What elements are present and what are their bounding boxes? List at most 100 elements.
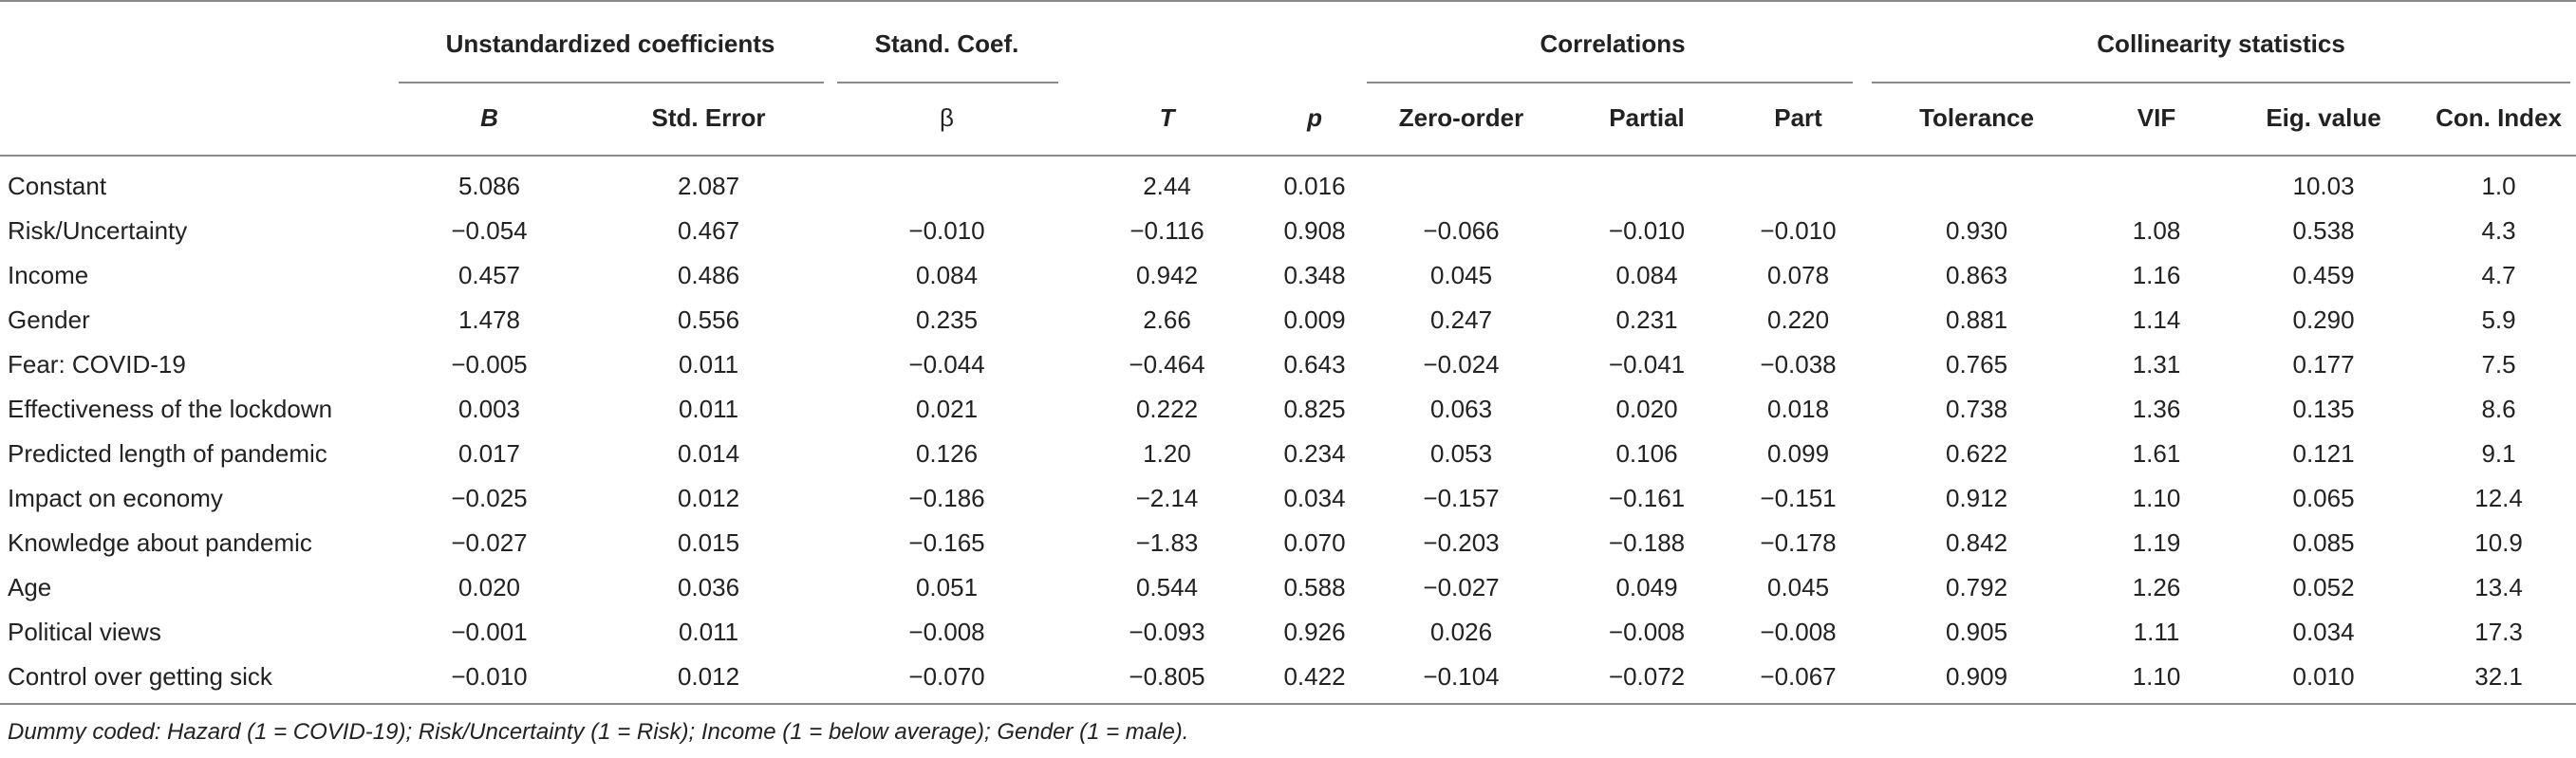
- cell-part: −0.038: [1760, 350, 1837, 379]
- cell-tolerance: 0.912: [1945, 484, 2008, 512]
- cell-std-error: 0.486: [677, 261, 740, 289]
- cell-p: 0.422: [1283, 662, 1346, 691]
- cell-part: 0.220: [1766, 305, 1830, 334]
- cell-eig-value: 0.121: [2292, 439, 2355, 468]
- cell-vif: 1.10: [2132, 484, 2181, 512]
- cell-con-index: 32.1: [2474, 662, 2523, 691]
- cell-zero-order: 0.063: [1429, 395, 1493, 423]
- group-header-collinearity-label: Collinearity statistics: [2097, 28, 2345, 58]
- cell-p: 0.009: [1283, 305, 1346, 334]
- regression-table: Unstandardized coefficients Stand. Coef.…: [0, 0, 2576, 699]
- cell-zero-order: −0.027: [1423, 573, 1500, 601]
- cell-tolerance: 0.881: [1945, 305, 2008, 334]
- cell-b: −0.010: [451, 662, 528, 691]
- cell-con-index: 4.3: [2481, 216, 2516, 245]
- cell-beta: 0.126: [915, 439, 979, 468]
- group-header-stand-coef-label: Stand. Coef.: [874, 28, 1019, 58]
- cell-zero-order: −0.024: [1423, 350, 1500, 379]
- row-label: Income: [8, 261, 89, 289]
- cell-partial: −0.010: [1608, 216, 1686, 245]
- cell-p: 0.348: [1283, 261, 1346, 289]
- cell-vif: 1.26: [2132, 573, 2181, 601]
- group-header-stand-coef: Stand. Coef.: [830, 0, 1064, 83]
- cell-eig-value: 0.065: [2292, 484, 2355, 512]
- cell-zero-order: −0.104: [1423, 662, 1500, 691]
- group-underline-unstandardized: [399, 81, 825, 83]
- cell-partial: 0.106: [1615, 439, 1678, 468]
- cell-partial: 0.020: [1615, 395, 1678, 423]
- cell-beta: −0.070: [908, 662, 985, 691]
- cell-con-index: 4.7: [2481, 261, 2516, 289]
- cell-std-error: 0.011: [678, 395, 739, 423]
- column-header-row: B Std. Error β T p Zero-order Partial Pa…: [0, 82, 2576, 156]
- table-bottom-rule: [0, 703, 2576, 705]
- row-label: Constant: [8, 172, 107, 200]
- table-row: Knowledge about pandemic −0.027 0.015 −0…: [0, 521, 2576, 565]
- cell-con-index: 8.6: [2481, 395, 2516, 423]
- cell-con-index: 12.4: [2474, 484, 2523, 512]
- cell-partial: −0.041: [1608, 350, 1686, 379]
- cell-p: 0.070: [1283, 528, 1346, 557]
- column-header-zero-order: Zero-order: [1398, 103, 1524, 132]
- cell-vif: [2087, 157, 2226, 209]
- cell-beta: 0.235: [915, 305, 979, 334]
- cell-vif: 1.14: [2132, 305, 2181, 334]
- table-footnote: Dummy coded: Hazard (1 = COVID-19); Risk…: [8, 719, 1189, 745]
- table-row: Age 0.020 0.036 0.051 0.544 0.588 −0.027…: [0, 565, 2576, 610]
- group-header-unstandardized-label: Unstandardized coefficients: [445, 28, 775, 58]
- cell-vif: 1.36: [2132, 395, 2181, 423]
- group-header-collinearity: Collinearity statistics: [1866, 0, 2576, 83]
- cell-tolerance: 0.792: [1945, 573, 2008, 601]
- cell-p: 0.234: [1283, 439, 1346, 468]
- row-label: Risk/Uncertainty: [8, 216, 188, 245]
- cell-con-index: 7.5: [2481, 350, 2516, 379]
- cell-vif: 1.10: [2132, 662, 2181, 691]
- cell-std-error: 0.011: [678, 618, 739, 646]
- cell-zero-order: −0.157: [1423, 484, 1500, 512]
- group-header-correlations-label: Correlations: [1540, 28, 1686, 58]
- cell-b: 1.478: [457, 305, 521, 334]
- cell-t: 2.66: [1143, 305, 1191, 334]
- group-underline-collinearity: [1872, 81, 2571, 83]
- cell-beta: −0.165: [908, 528, 985, 557]
- cell-part: 0.099: [1766, 439, 1830, 468]
- cell-std-error: 0.011: [678, 350, 739, 379]
- cell-p: 0.926: [1283, 618, 1346, 646]
- cell-t: 1.20: [1143, 439, 1191, 468]
- column-header-beta: β: [940, 103, 954, 132]
- row-label: Predicted length of pandemic: [8, 439, 327, 468]
- column-header-eig-value: Eig. value: [2266, 103, 2381, 132]
- cell-con-index: 9.1: [2481, 439, 2516, 468]
- cell-partial: 0.084: [1615, 261, 1678, 289]
- table-row: Income 0.457 0.486 0.084 0.942 0.348 0.0…: [0, 253, 2576, 298]
- row-label: Age: [8, 573, 52, 601]
- group-header-correlations: Correlations: [1359, 0, 1866, 83]
- cell-zero-order: 0.247: [1429, 305, 1493, 334]
- cell-partial: −0.161: [1608, 484, 1686, 512]
- cell-zero-order: −0.203: [1423, 528, 1500, 557]
- cell-tolerance: 0.909: [1945, 662, 2008, 691]
- cell-std-error: 2.087: [677, 172, 740, 200]
- row-label: Control over getting sick: [8, 662, 272, 691]
- cell-b: 5.086: [457, 172, 521, 200]
- column-header-variable: [0, 82, 391, 156]
- cell-part: −0.008: [1760, 618, 1837, 646]
- cell-con-index: 1.0: [2481, 172, 2516, 200]
- group-header-empty-p: [1270, 0, 1359, 82]
- column-header-partial: Partial: [1609, 103, 1685, 132]
- table-row: Predicted length of pandemic 0.017 0.014…: [0, 432, 2576, 476]
- table-row: Control over getting sick −0.010 0.012 −…: [0, 655, 2576, 699]
- cell-b: 0.457: [457, 261, 521, 289]
- cell-beta: −0.044: [908, 350, 985, 379]
- cell-eig-value: 0.010: [2292, 662, 2355, 691]
- cell-std-error: 0.015: [677, 528, 740, 557]
- cell-beta: 0.084: [915, 261, 979, 289]
- table-top-rule: [0, 0, 2576, 2]
- group-header-row: Unstandardized coefficients Stand. Coef.…: [0, 0, 2576, 83]
- cell-b: −0.054: [451, 216, 528, 245]
- cell-t: 2.44: [1143, 172, 1191, 200]
- cell-std-error: 0.467: [677, 216, 740, 245]
- table-row: Fear: COVID-19 −0.005 0.011 −0.044 −0.46…: [0, 342, 2576, 387]
- cell-b: 0.020: [457, 573, 521, 601]
- cell-partial: −0.072: [1608, 662, 1686, 691]
